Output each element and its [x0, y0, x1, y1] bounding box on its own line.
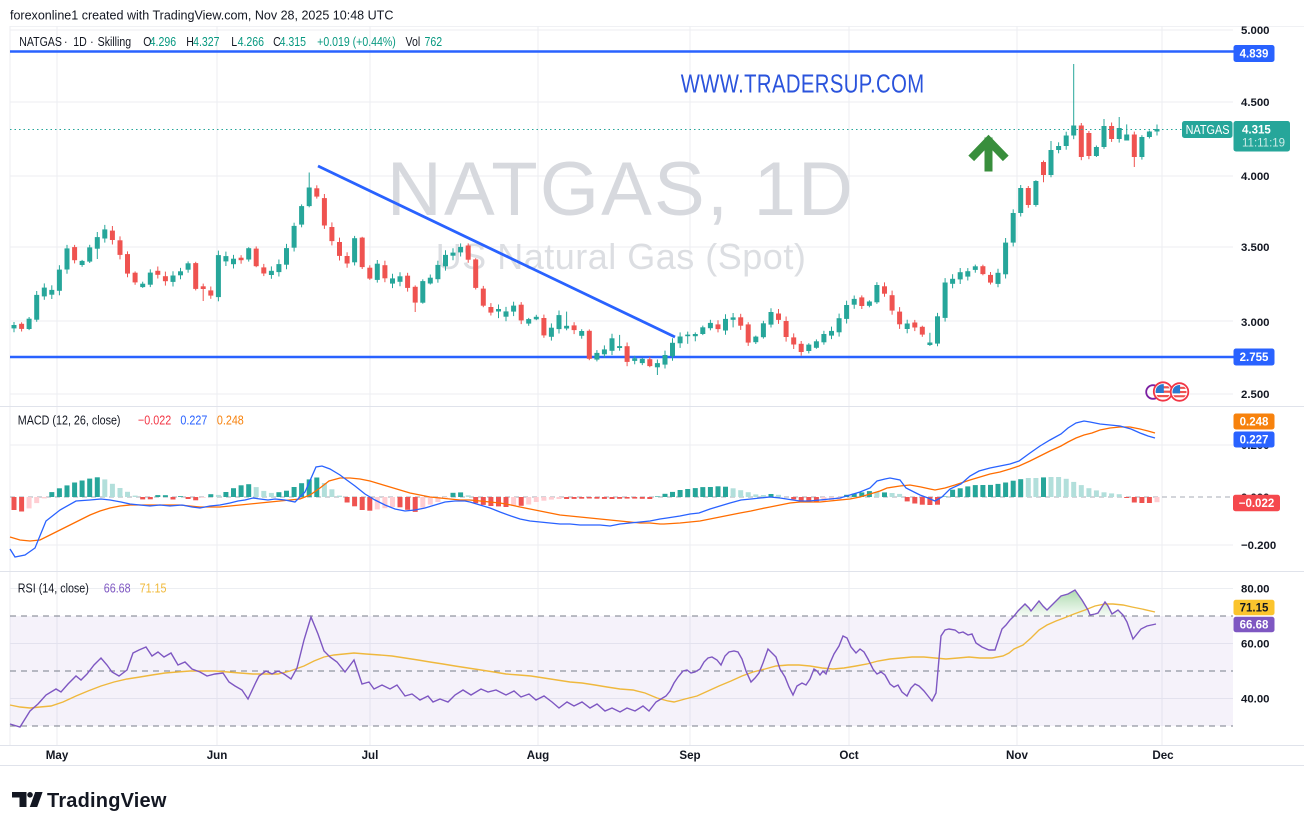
svg-text:60.00: 60.00 [1241, 639, 1270, 651]
svg-text:Vol: Vol [406, 34, 421, 49]
svg-text:·: · [90, 34, 94, 49]
svg-text:2.755: 2.755 [1240, 352, 1269, 364]
svg-text:0.248: 0.248 [1240, 417, 1269, 429]
svg-text:Sep: Sep [679, 749, 700, 762]
svg-text:66.68: 66.68 [1240, 620, 1269, 632]
svg-text:3.000: 3.000 [1241, 317, 1270, 329]
svg-text:Oct: Oct [839, 749, 858, 762]
svg-text:4.315: 4.315 [1242, 125, 1271, 137]
svg-text:66.68: 66.68 [104, 580, 131, 595]
svg-text:4.315: 4.315 [280, 34, 307, 49]
svg-text:40.00: 40.00 [1241, 694, 1270, 706]
svg-text:forexonline1 created with Trad: forexonline1 created with TradingView.co… [10, 7, 393, 22]
svg-text:4.327: 4.327 [193, 34, 220, 49]
svg-text:1D: 1D [73, 34, 87, 49]
svg-text:H: H [186, 34, 194, 49]
svg-text:C: C [273, 34, 281, 49]
svg-text:−0.022: −0.022 [138, 413, 171, 428]
svg-text:O: O [143, 34, 151, 49]
svg-text:Jul: Jul [362, 749, 379, 762]
svg-text:11:11:19: 11:11:19 [1242, 138, 1285, 150]
svg-text:Dec: Dec [1152, 749, 1174, 762]
svg-text:L: L [231, 34, 237, 49]
svg-text:Nov: Nov [1006, 749, 1028, 762]
svg-text:TradingView: TradingView [47, 790, 167, 812]
svg-text:4.000: 4.000 [1241, 171, 1270, 183]
svg-text:US Natural Gas (Spot): US Natural Gas (Spot) [436, 236, 807, 277]
svg-text:MACD (12, 26, close): MACD (12, 26, close) [18, 413, 121, 428]
svg-text:Jun: Jun [207, 749, 228, 762]
svg-text:0.227: 0.227 [1240, 435, 1269, 447]
svg-text:Aug: Aug [527, 749, 550, 762]
svg-text:4.500: 4.500 [1241, 97, 1270, 109]
svg-text:4.839: 4.839 [1240, 49, 1269, 61]
svg-text:+0.019 (+0.44%): +0.019 (+0.44%) [317, 34, 396, 49]
svg-text:0.248: 0.248 [217, 413, 244, 428]
svg-text:NATGAS: NATGAS [19, 34, 62, 49]
svg-text:RSI (14, close): RSI (14, close) [18, 580, 89, 595]
svg-text:71.15: 71.15 [140, 580, 167, 595]
svg-text:3.500: 3.500 [1241, 242, 1270, 254]
svg-text:−0.200: −0.200 [1241, 540, 1276, 552]
svg-text:Skilling: Skilling [98, 34, 131, 49]
svg-text:4.266: 4.266 [238, 34, 265, 49]
svg-text:0.227: 0.227 [180, 413, 207, 428]
svg-text:71.15: 71.15 [1240, 603, 1269, 615]
svg-text:WWW.TRADERSUP.COM: WWW.TRADERSUP.COM [681, 69, 925, 98]
svg-text:80.00: 80.00 [1241, 584, 1270, 596]
svg-text:5.000: 5.000 [1241, 25, 1270, 37]
svg-text:NATGAS: NATGAS [1186, 122, 1230, 137]
svg-text:762: 762 [424, 34, 442, 49]
svg-text:·: · [64, 34, 68, 49]
svg-text:2.500: 2.500 [1241, 389, 1270, 401]
svg-text:NATGAS, 1D: NATGAS, 1D [387, 147, 855, 232]
svg-text:May: May [46, 749, 69, 762]
svg-text:4.296: 4.296 [150, 34, 177, 49]
svg-text:−0.022: −0.022 [1239, 498, 1275, 510]
